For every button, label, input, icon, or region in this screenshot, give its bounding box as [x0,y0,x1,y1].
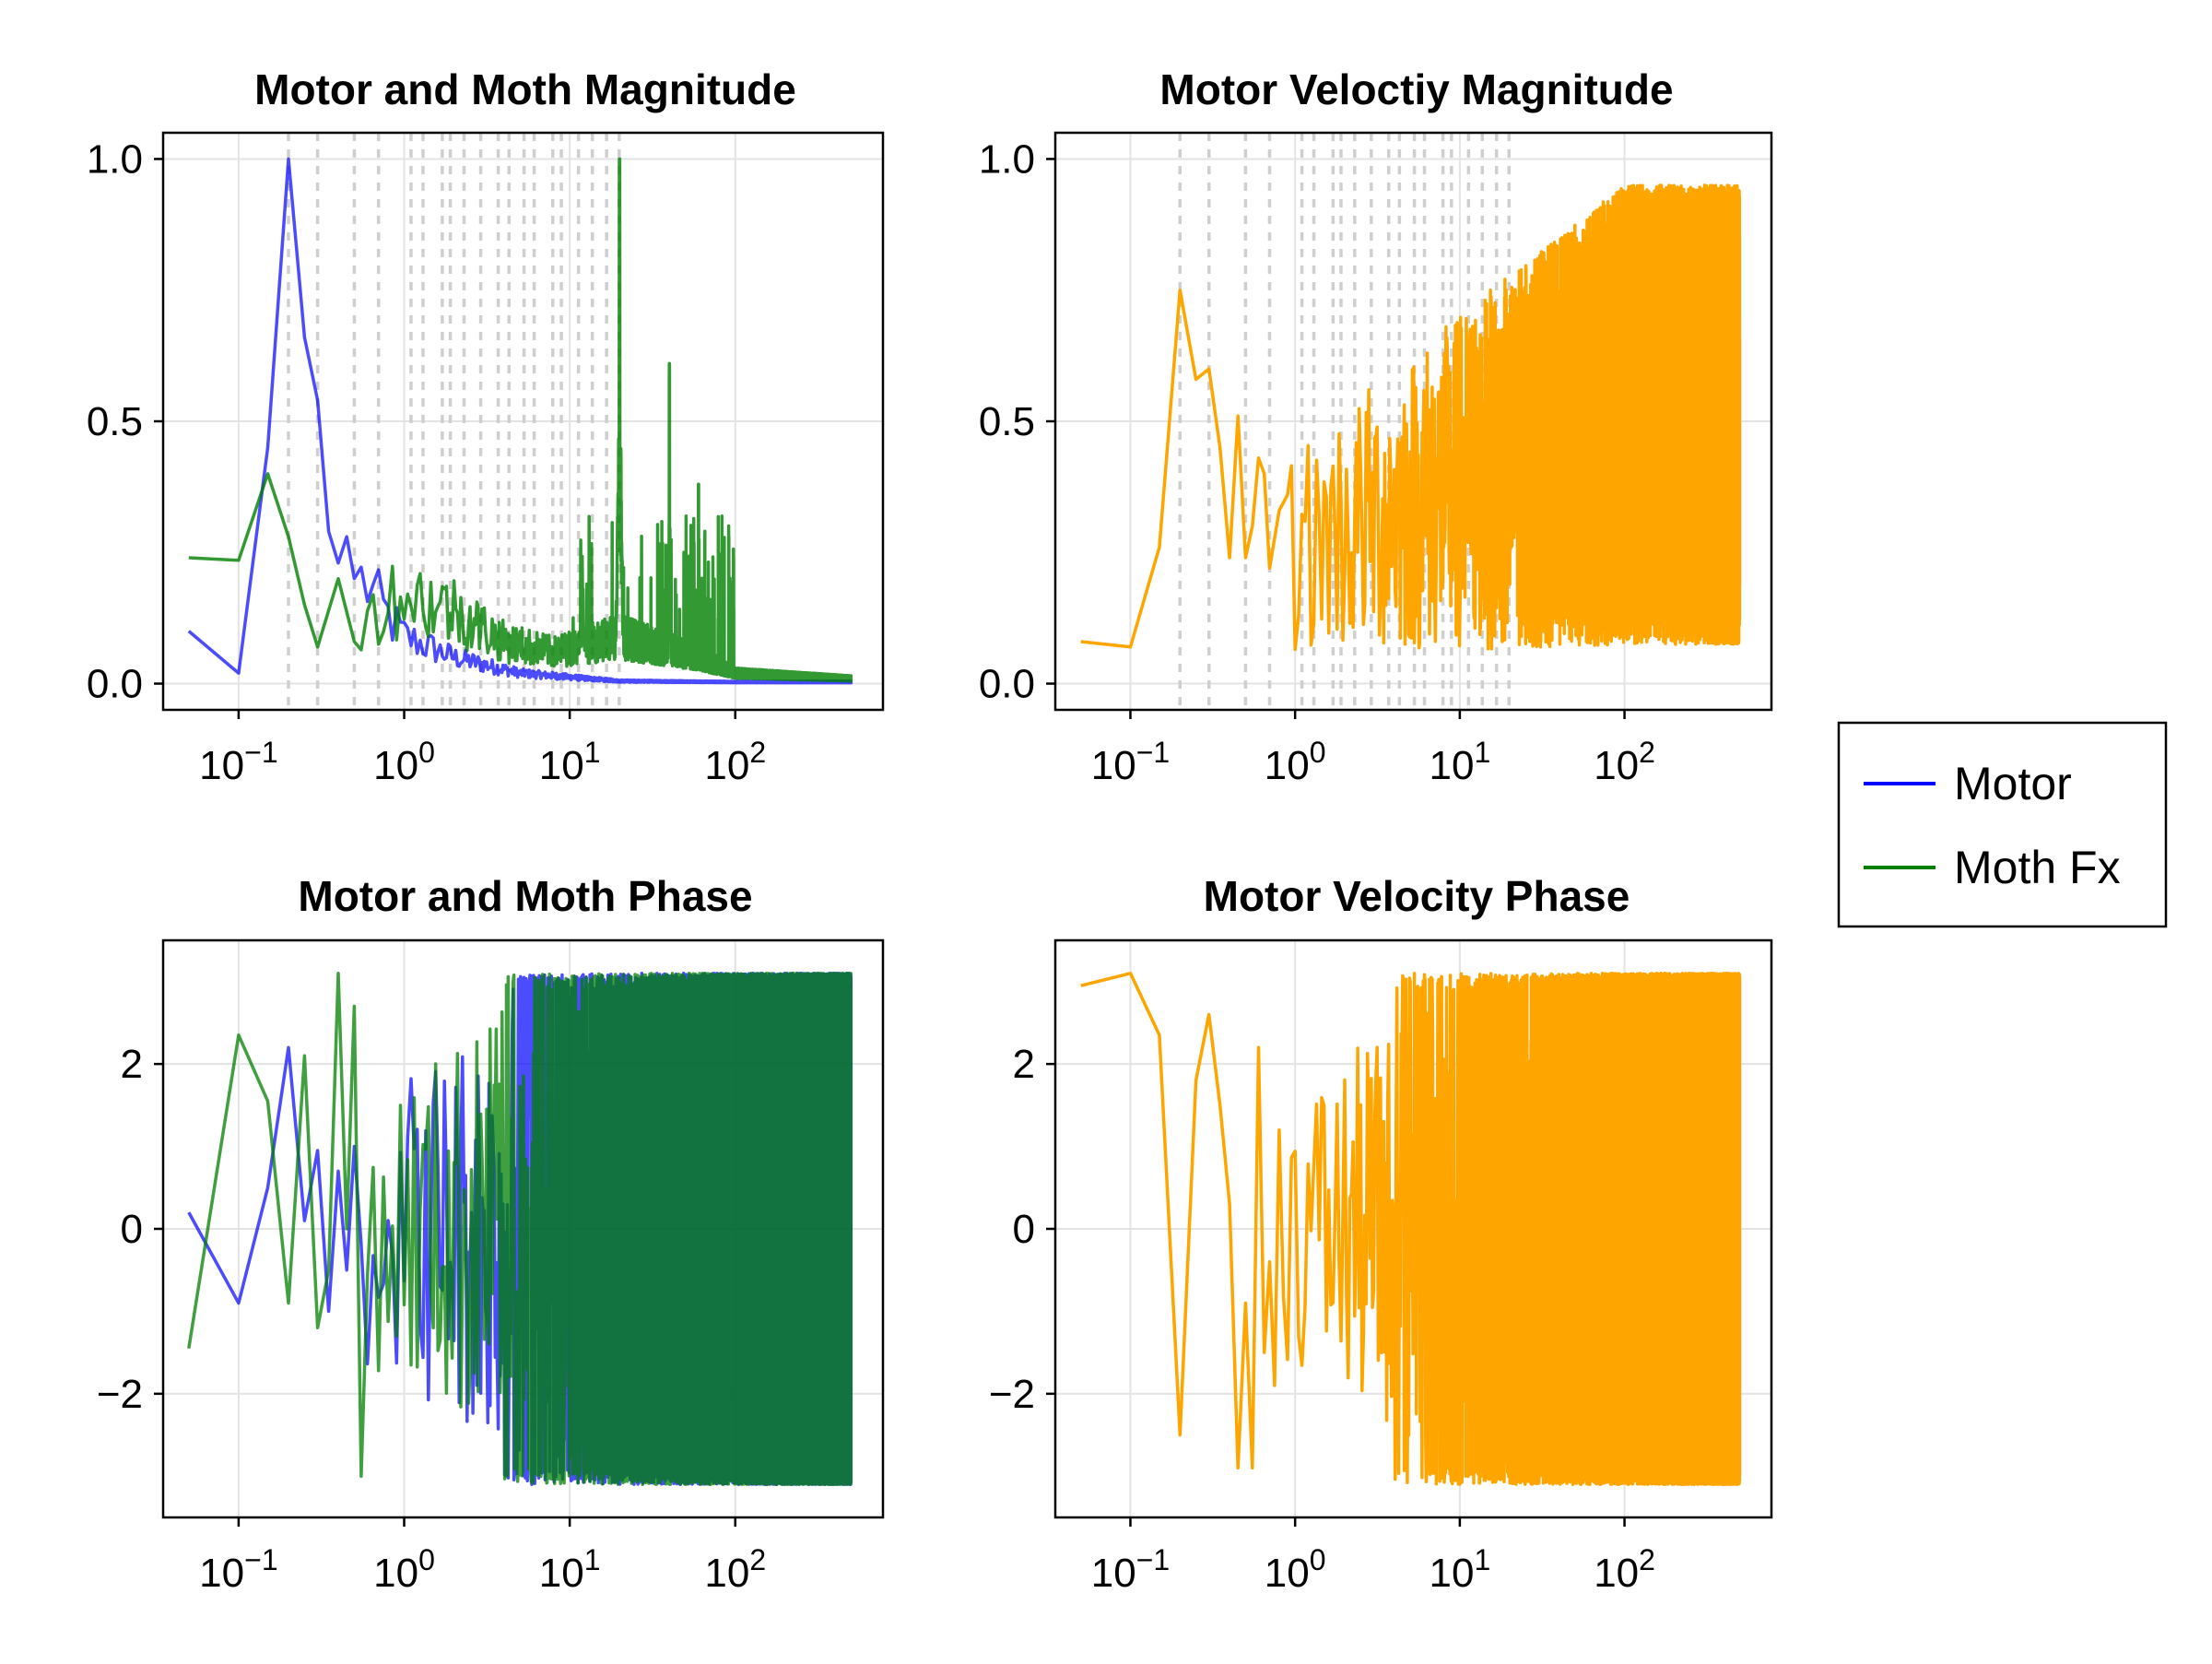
x-tick-label: 10−1 [199,1543,277,1596]
plot-area: 10−1 100 101 102 −2 0 2 [989,938,1773,1596]
y-tick-label: 0.5 [979,399,1035,444]
y-tick-label: 1.0 [87,136,143,182]
x-tick-label: 101 [539,736,601,788]
x-tick-label: 10−1 [199,736,277,788]
series-line [1080,183,1742,652]
x-tick-label: 10−1 [1091,1543,1170,1596]
series-group [187,972,853,1486]
y-tick-label: 0 [121,1207,143,1252]
x-tick-label: 100 [1265,736,1326,788]
y-tick-label: 2 [1013,1042,1035,1087]
series-line [188,157,853,683]
plot-area: 10−1 100 101 102 0.0 0.5 1.0 [979,131,1773,788]
x-tick-label: 100 [1265,1543,1326,1596]
y-tick-label: 0 [1013,1207,1035,1252]
y-tick-label: −2 [97,1372,143,1417]
legend: Motor Moth Fx [1837,721,2168,928]
x-tick-label: 101 [539,1543,601,1596]
chart-title: Motor Velocity Phase [1204,872,1630,920]
x-tick-label: 101 [1430,736,1491,788]
plot-area: 10−1 100 101 102 −2 0 2 [97,938,885,1596]
y-tick-label: 0.0 [87,662,143,707]
y-tick-label: 1.0 [979,136,1035,182]
x-tick-label: 100 [373,1543,435,1596]
x-tick-label: 102 [1594,736,1655,788]
legend-box [1837,721,2168,928]
series-line [1080,972,1742,1486]
panel-motor-moth-magnitude: Motor and Moth Magnitude 10−1 100 101 102 0.… [87,65,885,788]
y-tick-label: 0.0 [979,662,1035,707]
x-tick-label: 101 [1430,1543,1491,1596]
x-tick-label: 102 [704,736,766,788]
legend-label-moth-fx: Moth Fx [1954,842,2121,893]
series-group [187,157,853,685]
y-tick-label: 0.5 [87,399,143,444]
x-tick-label: 102 [704,1543,766,1596]
x-tick-label: 10−1 [1091,736,1170,788]
panel-motor-velocity-phase: Motor Velocity Phase 10−1 100 101 102 −2 0 2 [989,872,1773,1596]
series-line [187,972,853,1486]
panel-motor-moth-phase: Motor and Moth Phase 10−1 100 101 102 −2 0 2 [97,872,885,1596]
x-tick-label: 100 [373,736,435,788]
chart-title: Motor Veloctiy Magnitude [1159,65,1673,113]
series-group [1080,972,1742,1486]
series-group [1080,183,1742,652]
plot-area: 10−1 100 101 102 0.0 0.5 1.0 [87,131,885,788]
y-tick-label: −2 [989,1372,1035,1417]
chart-title: Motor and Moth Phase [298,872,752,920]
panel-motor-velocity-magnitude: Motor Veloctiy Magnitude 10−1 100 101 102 0.… [979,65,1773,788]
y-tick-label: 2 [121,1042,143,1087]
legend-label-motor: Motor [1954,758,2072,809]
chart-title: Motor and Moth Magnitude [254,65,796,113]
x-tick-label: 102 [1594,1543,1655,1596]
